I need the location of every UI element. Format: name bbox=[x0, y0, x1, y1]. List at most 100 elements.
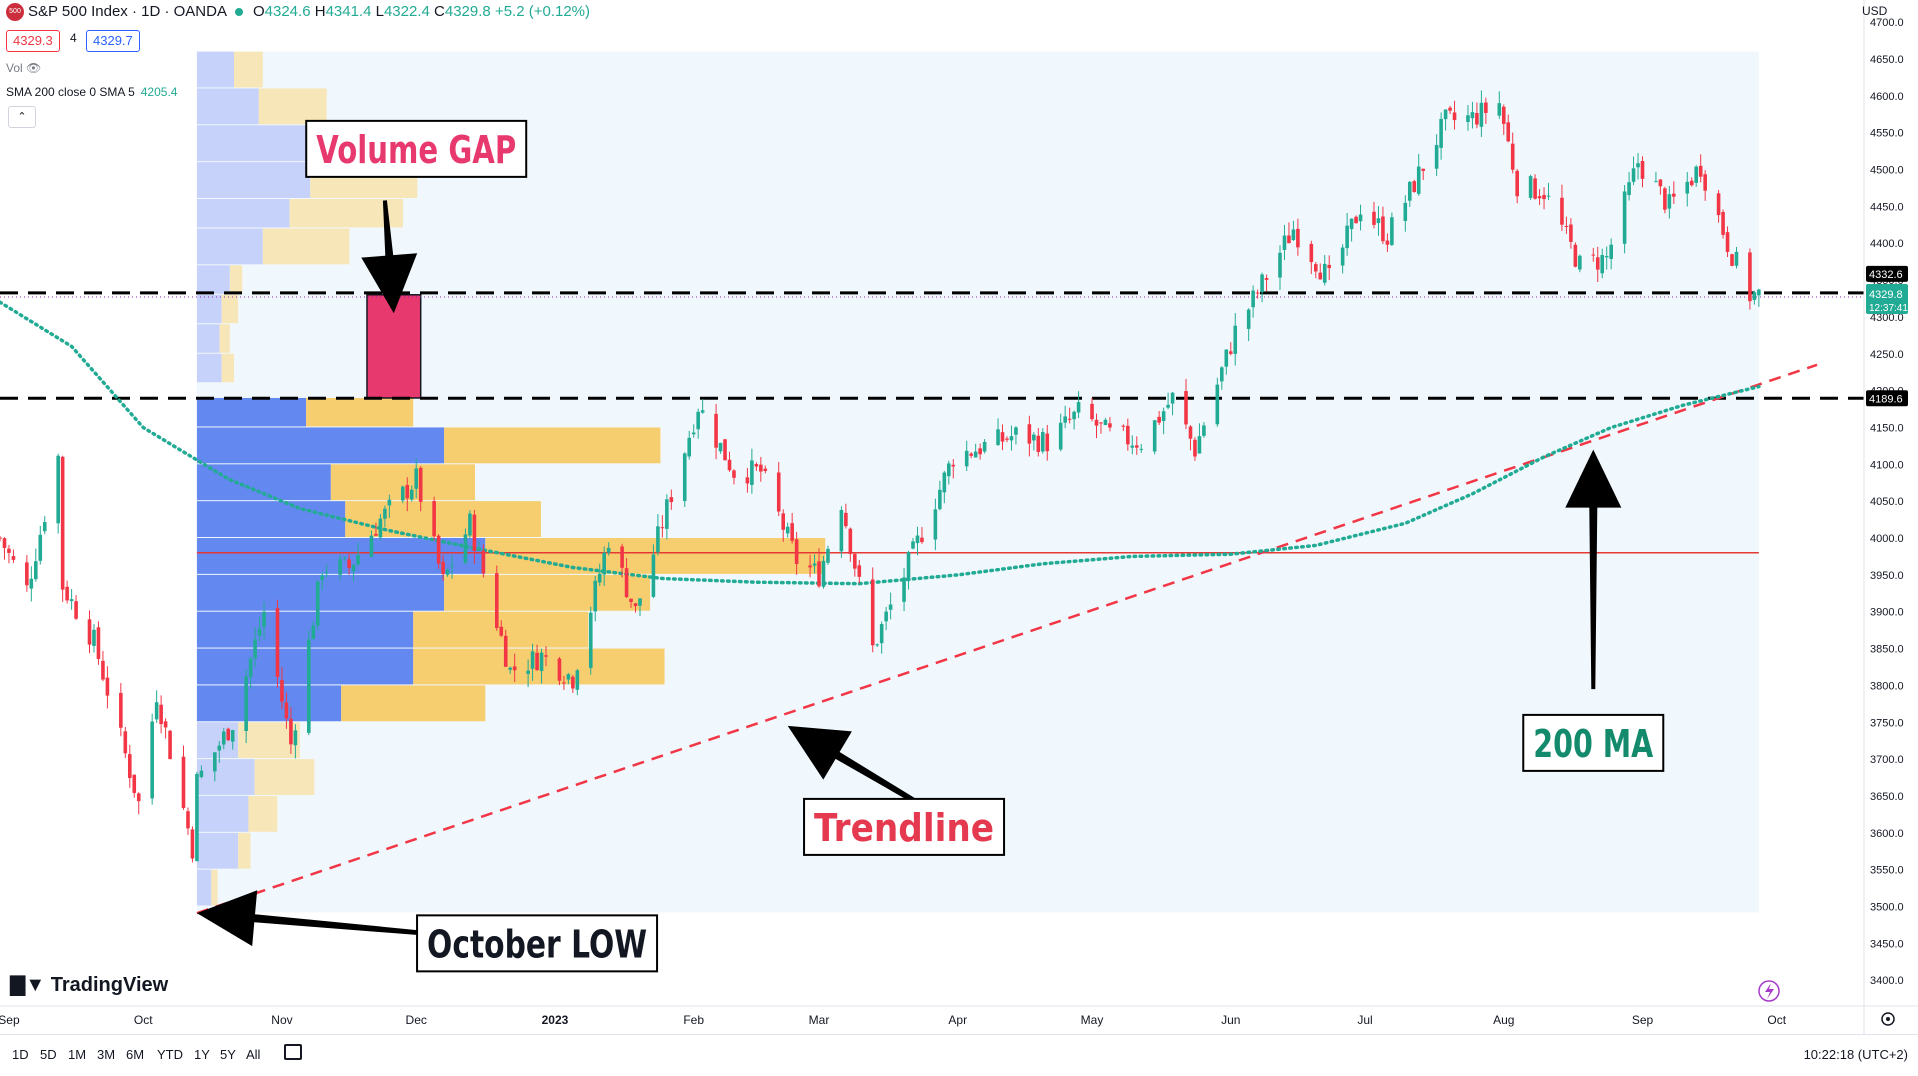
volume-profile-up-bar bbox=[196, 324, 220, 353]
candle-body bbox=[1103, 419, 1108, 426]
market-status-icon[interactable] bbox=[234, 8, 243, 16]
candle-body bbox=[1296, 228, 1300, 248]
period-6m-button[interactable]: 6M bbox=[126, 1047, 145, 1062]
candle-body bbox=[1533, 178, 1537, 199]
candle-body bbox=[42, 522, 47, 532]
bid-price[interactable]: 4329.3 bbox=[6, 30, 60, 52]
candle-body bbox=[1349, 218, 1354, 230]
volume-profile-up-bar bbox=[196, 397, 307, 427]
clock-timezone[interactable]: 10:22:18 (UTC+2) bbox=[1803, 1047, 1908, 1062]
candle-body bbox=[906, 552, 911, 582]
candle-body bbox=[1287, 235, 1291, 244]
candle-body bbox=[1094, 419, 1099, 426]
volume-profile-up-bar bbox=[196, 685, 342, 722]
candle-body bbox=[1126, 425, 1130, 445]
candle-body bbox=[1202, 425, 1206, 436]
period-3m-button[interactable]: 3M bbox=[97, 1047, 116, 1062]
period-1m-button[interactable]: 1M bbox=[68, 1047, 87, 1062]
candle-body bbox=[1752, 292, 1757, 300]
candle-body bbox=[902, 577, 906, 602]
eye-hidden-icon[interactable]: 👁 bbox=[26, 61, 42, 75]
candle-body bbox=[38, 534, 43, 561]
candle-body bbox=[0, 537, 2, 539]
candle-body bbox=[1358, 214, 1363, 222]
lightning-icon[interactable] bbox=[1758, 980, 1780, 1002]
candle-body bbox=[405, 485, 410, 499]
volume-gap-label-box bbox=[305, 119, 528, 178]
candle-body bbox=[620, 546, 624, 568]
collapse-legend-button[interactable]: ⌃ bbox=[8, 106, 36, 128]
symbol-legend[interactable]: 500 S&P 500 Index · 1D · OANDA O4324.6 H43… bbox=[6, 2, 590, 22]
candle-body bbox=[1448, 107, 1452, 111]
volume-profile-down-bar bbox=[413, 648, 665, 685]
candle-body bbox=[92, 629, 96, 646]
candle-body bbox=[244, 676, 248, 732]
price-chart[interactable]: Volume GAP October LOW Trendline 200 MA 340… bbox=[0, 0, 1918, 1034]
candle-body bbox=[1184, 391, 1188, 425]
candle-body bbox=[280, 680, 284, 702]
candle-body bbox=[1564, 225, 1569, 227]
candle-body bbox=[1528, 176, 1533, 198]
candle-body bbox=[1663, 188, 1667, 210]
volume-profile-down-bar bbox=[444, 574, 651, 611]
currency-label[interactable]: USD bbox=[1862, 4, 1888, 18]
candle-body bbox=[60, 456, 65, 590]
candle-body bbox=[217, 745, 222, 751]
candle-body bbox=[669, 497, 674, 503]
candle-body bbox=[1479, 102, 1484, 127]
price-axis-tick-label: 3650.0 bbox=[1870, 791, 1904, 803]
candle-body bbox=[1134, 445, 1139, 448]
period-1d-button[interactable]: 1D bbox=[12, 1047, 29, 1062]
period-5y-button[interactable]: 5Y bbox=[220, 1047, 236, 1062]
candle-body bbox=[826, 548, 830, 563]
candle-body bbox=[1636, 163, 1640, 168]
volume-profile-down-bar bbox=[248, 795, 278, 832]
candle-body bbox=[1412, 181, 1417, 192]
sma-indicator-legend[interactable]: SMA 200 close 0 SMA 5 4205.4 bbox=[6, 85, 178, 99]
candle-body bbox=[512, 666, 517, 671]
candle-body bbox=[383, 508, 387, 519]
volume-indicator-label[interactable]: Vol 👁 bbox=[6, 61, 42, 75]
candle-body bbox=[848, 528, 853, 555]
time-axis-tick-label: Nov bbox=[271, 1013, 292, 1027]
ask-price[interactable]: 4329.7 bbox=[86, 30, 140, 52]
time-axis[interactable]: Sep Oct Nov Dec 2023 Feb Mar Apr May Jun Jul Aug Sep… bbox=[0, 1013, 1787, 1027]
candle-body bbox=[315, 581, 320, 626]
candle-body bbox=[418, 467, 423, 502]
candle-body bbox=[275, 608, 280, 677]
candle-body bbox=[1716, 193, 1721, 216]
date-range-calendar-icon[interactable] bbox=[284, 1044, 302, 1060]
candle-body bbox=[324, 572, 329, 574]
period-all-button[interactable]: All bbox=[246, 1047, 261, 1062]
price-axis[interactable]: 3400.0 3450.0 3500.0 3550.0 3600.0 3650.0 3700… bbox=[1870, 17, 1904, 987]
volume-profile-down-bar bbox=[341, 685, 486, 722]
candle-body bbox=[1376, 218, 1381, 224]
candle-body bbox=[56, 455, 60, 524]
candle-body bbox=[1224, 349, 1229, 367]
price-axis-tick-label: 3950.0 bbox=[1870, 570, 1904, 582]
candle-body bbox=[1251, 290, 1255, 308]
period-5d-button[interactable]: 5D bbox=[40, 1047, 57, 1062]
candle-body bbox=[154, 702, 159, 720]
candle-body bbox=[186, 811, 190, 829]
volume-profile-down-bar bbox=[229, 265, 243, 294]
period-ytd-button[interactable]: YTD bbox=[157, 1047, 183, 1062]
candle-body bbox=[1390, 217, 1394, 245]
candle-body bbox=[1036, 435, 1041, 453]
candle-body bbox=[1318, 272, 1323, 280]
candle-body bbox=[1725, 232, 1730, 252]
price-axis-tick-label: 3600.0 bbox=[1870, 828, 1904, 840]
candle-body bbox=[763, 468, 768, 472]
annotations[interactable]: Volume GAP October LOW Trendline 200 MA bbox=[196, 119, 1665, 973]
candle-body bbox=[759, 464, 763, 472]
candle-body bbox=[136, 793, 141, 802]
candle-body bbox=[1381, 216, 1385, 242]
settings-gear-icon[interactable] bbox=[1881, 1012, 1895, 1026]
time-axis-tick-label: Sep bbox=[1632, 1013, 1654, 1027]
candle-body bbox=[101, 660, 105, 680]
volume-profile-up-bar bbox=[196, 228, 263, 265]
symbol-title[interactable]: S&P 500 Index · 1D · OANDA bbox=[28, 3, 227, 20]
candle-body bbox=[436, 535, 441, 564]
period-1y-button[interactable]: 1Y bbox=[194, 1047, 210, 1062]
candle-body bbox=[1130, 445, 1135, 448]
